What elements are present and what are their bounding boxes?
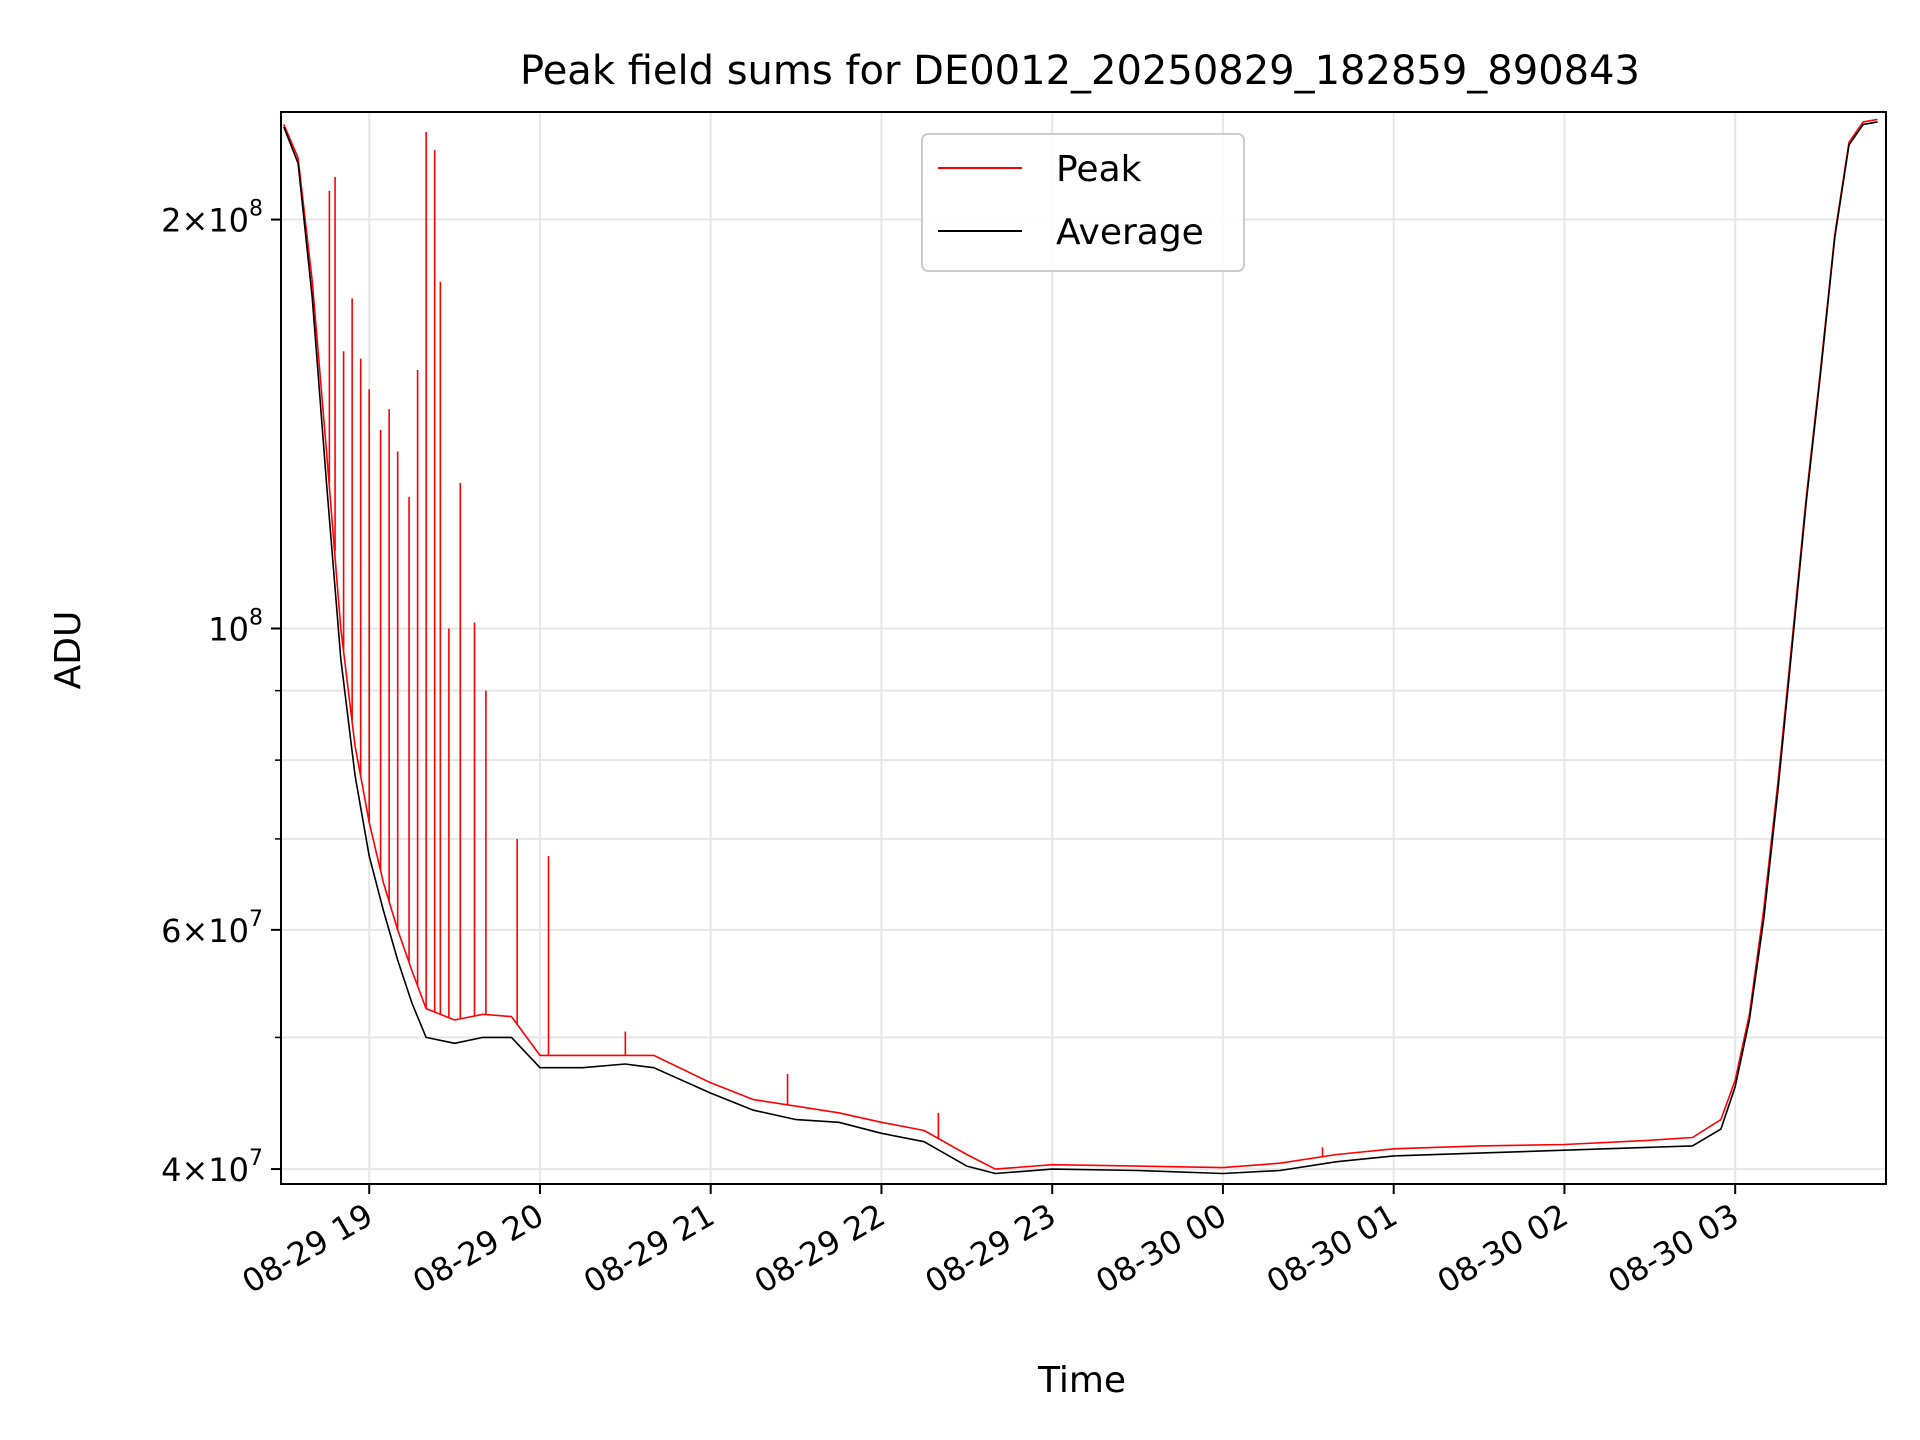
legend-label-peak: Peak (1056, 149, 1142, 190)
y-axis: 4×107 6×107 108 2×108 (161, 197, 281, 1189)
x-axis-label: Time (1037, 1360, 1126, 1401)
y-tick-label: 6×107 (161, 907, 263, 950)
y-axis-label: ADU (48, 611, 89, 690)
series-group (283, 118, 1878, 1175)
series-line-average (283, 121, 1878, 1175)
legend-label-average: Average (1056, 212, 1204, 253)
plot-frame (280, 111, 1887, 1185)
chart-title: Peak field sums for DE0012_20250829_1828… (520, 48, 1640, 94)
y-tick-label: 2×108 (161, 197, 263, 240)
y-tick-label: 108 (208, 605, 263, 648)
legend: Peak Average (921, 133, 1245, 272)
series-line-peak (283, 118, 1878, 1170)
y-tick-label: 4×107 (161, 1146, 263, 1189)
